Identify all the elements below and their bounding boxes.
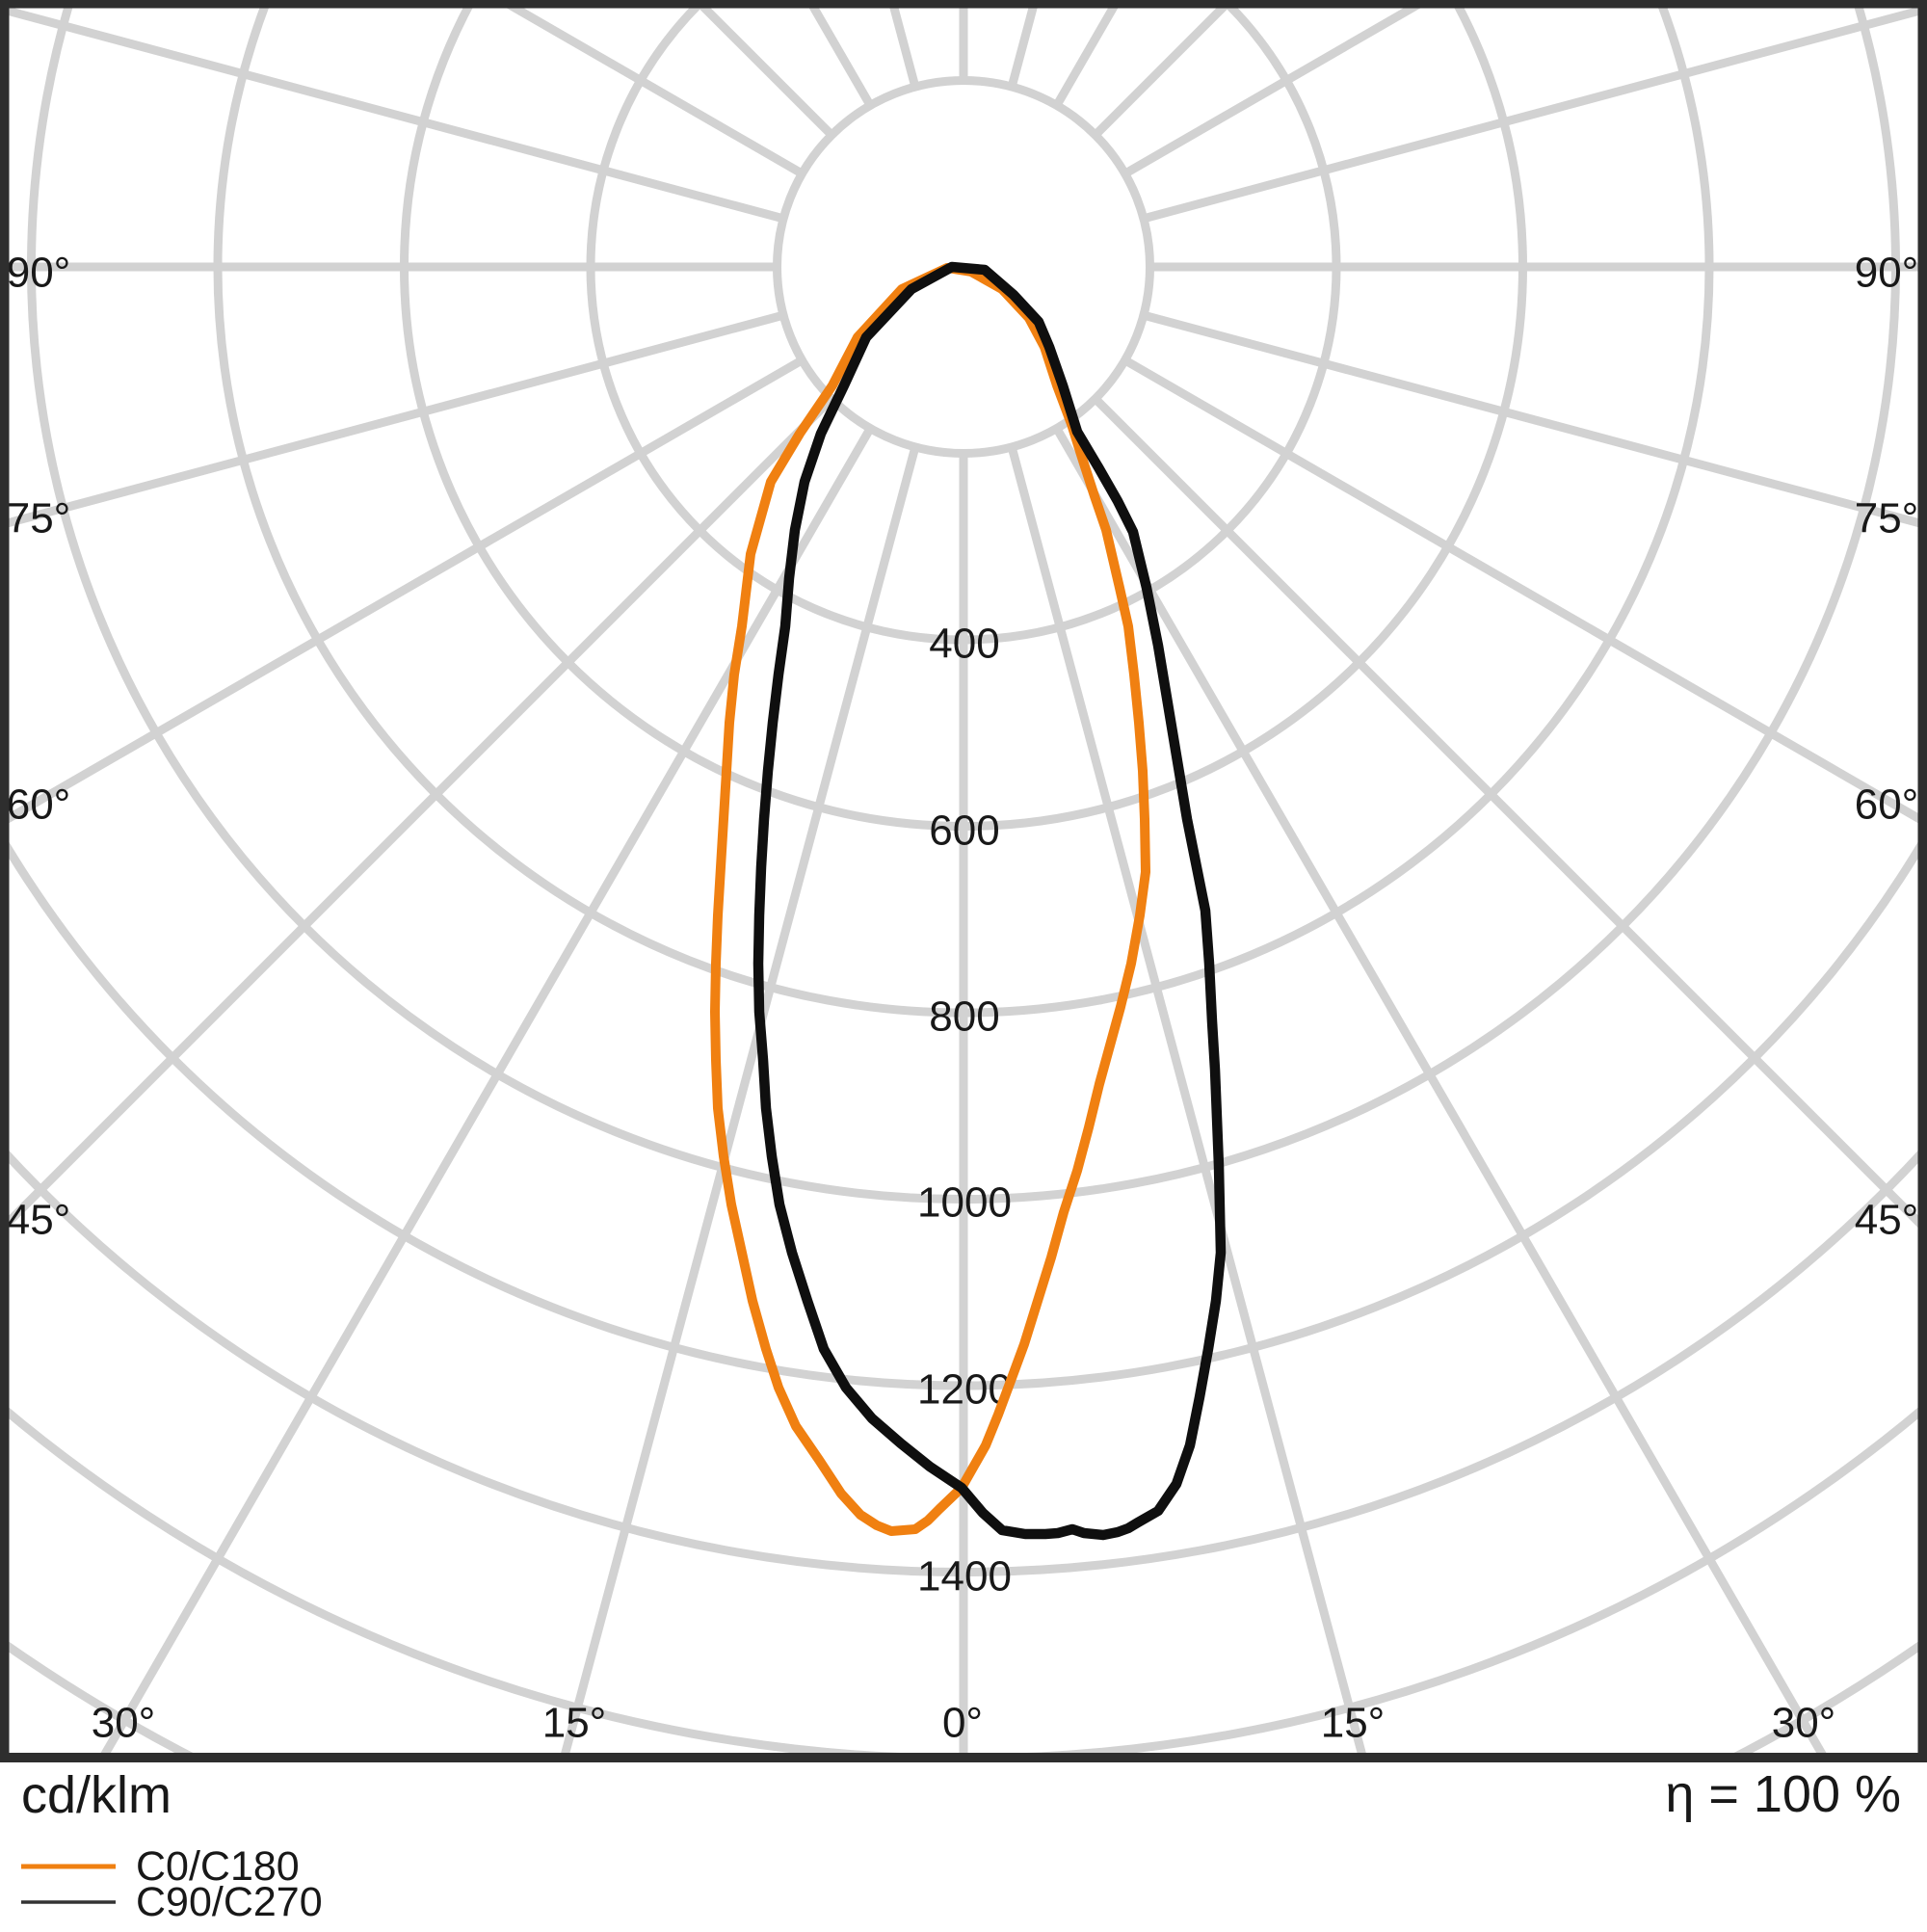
svg-text:800: 800	[929, 993, 999, 1041]
svg-text:C90/C270: C90/C270	[136, 1879, 323, 1925]
svg-text:60°: 60°	[1855, 781, 1919, 829]
svg-text:90°: 90°	[7, 250, 71, 297]
svg-text:30°: 30°	[1772, 1700, 1836, 1747]
svg-text:45°: 45°	[7, 1197, 71, 1244]
svg-text:15°: 15°	[1321, 1700, 1386, 1747]
svg-text:45°: 45°	[1855, 1197, 1919, 1244]
svg-text:60°: 60°	[7, 781, 71, 829]
svg-text:1000: 1000	[917, 1179, 1012, 1227]
svg-text:C0/C180: C0/C180	[136, 1843, 300, 1890]
svg-text:15°: 15°	[542, 1700, 607, 1747]
svg-text:400: 400	[929, 621, 999, 668]
svg-text:η = 100 %: η = 100 %	[1665, 1765, 1901, 1823]
svg-text:1400: 1400	[917, 1553, 1012, 1601]
svg-text:90°: 90°	[1855, 250, 1919, 297]
svg-text:cd/klm: cd/klm	[21, 1766, 172, 1824]
svg-text:75°: 75°	[7, 495, 71, 543]
svg-text:600: 600	[929, 807, 999, 855]
svg-text:75°: 75°	[1855, 495, 1919, 543]
svg-text:1200: 1200	[917, 1366, 1012, 1414]
svg-text:30°: 30°	[92, 1700, 156, 1747]
svg-text:0°: 0°	[942, 1700, 983, 1747]
